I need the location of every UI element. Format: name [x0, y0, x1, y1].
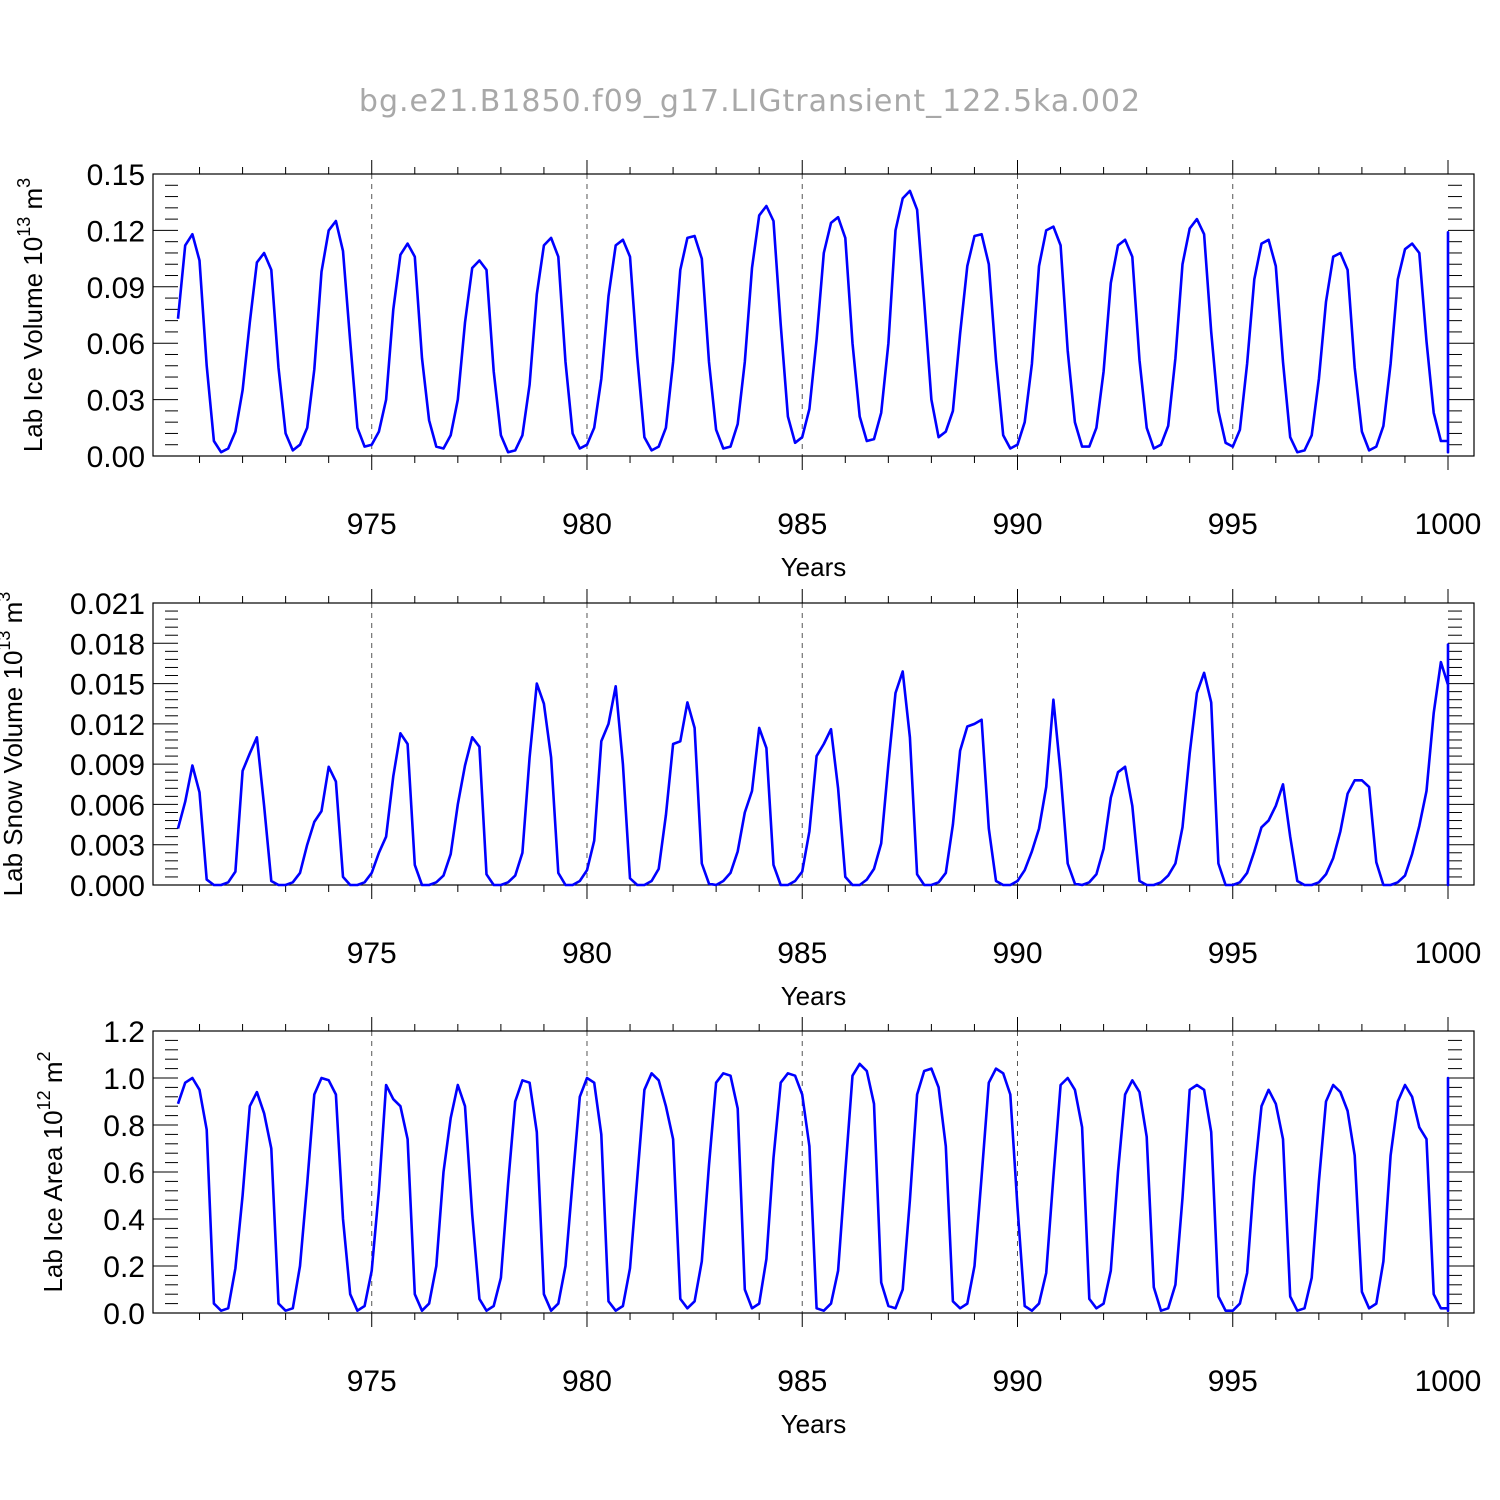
y-tick-label: 1.2: [103, 1016, 145, 1049]
y-tick-label: 0.0: [103, 1298, 145, 1331]
x-tick-label: 990: [992, 1365, 1042, 1398]
y-tick-label: 0.6: [103, 1157, 145, 1190]
x-tick-label: 995: [1208, 1365, 1258, 1398]
chart-panel-1: 0.00 0.03 0.06 0.09 0.12 0.15 975 980 985 990 995 1…: [14, 159, 1481, 582]
x-tick-label: 985: [777, 1365, 827, 1398]
chart-panel-3: 0.0 0.2 0.4 0.6 0.8 1.0 1.2 975 980 985 990 995 1000…: [34, 1016, 1481, 1439]
series-line: [176, 1062, 1450, 1312]
x-axis-label: Years: [781, 1409, 847, 1439]
x-tick-label: 1000: [1415, 508, 1482, 541]
y-axis-label-exponent: 13: [0, 631, 14, 651]
x-axis-label: Years: [781, 981, 847, 1011]
x-tick-label: 995: [1208, 508, 1258, 541]
series-line: [176, 643, 1450, 887]
x-tick-label: 1000: [1415, 1365, 1482, 1398]
y-axis-label-exponent: 12: [34, 1090, 54, 1110]
y-axis-label: Lab Ice Volume 1013 m3: [14, 178, 48, 452]
y-tick-label: 0.015: [70, 669, 145, 702]
x-tick-label: 995: [1208, 937, 1258, 970]
y-tick-label: 0.06: [87, 328, 145, 361]
y-axis-label-unit: m: [38, 1061, 68, 1090]
y-axis-label-exponent: 13: [14, 217, 34, 237]
y-axis-label-unit-exponent: 3: [14, 178, 34, 188]
y-tick-label: 0.003: [70, 830, 145, 863]
plot-frame: [152, 173, 1475, 457]
y-tick-label: 0.009: [70, 749, 145, 782]
y-axis-label: Lab Snow Volume 1013 m3: [0, 592, 28, 897]
x-tick-label: 980: [562, 937, 612, 970]
x-axis-label: Years: [781, 552, 847, 582]
y-tick-label: 0.09: [87, 272, 145, 305]
y-axis-label-text: Lab Snow Volume 10: [0, 651, 28, 897]
y-tick-label: 0.006: [70, 789, 145, 822]
y-tick-label: 0.021: [70, 588, 145, 621]
x-tick-label: 985: [777, 937, 827, 970]
x-tick-label: 985: [777, 508, 827, 541]
x-tick-label: 975: [347, 937, 397, 970]
x-tick-label: 980: [562, 508, 612, 541]
y-tick-label: 0.8: [103, 1110, 145, 1143]
y-axis-label-unit: m: [18, 188, 48, 217]
y-tick-label: 0.000: [70, 870, 145, 903]
y-tick-label: 1.0: [103, 1063, 145, 1096]
y-axis-label-text: Lab Ice Area 10: [38, 1110, 68, 1292]
y-axis-label-unit: m: [0, 602, 28, 631]
x-tick-label: 1000: [1415, 937, 1482, 970]
plot-frame: [152, 602, 1475, 886]
x-tick-label: 980: [562, 1365, 612, 1398]
y-tick-label: 0.012: [70, 709, 145, 742]
x-tick-label: 975: [347, 1365, 397, 1398]
plot-frame: [152, 1030, 1475, 1314]
y-tick-label: 0.12: [87, 215, 145, 248]
figure-title: bg.e21.B1850.f09_g17.LIGtransient_122.5k…: [359, 84, 1141, 119]
y-tick-label: 0.018: [70, 628, 145, 661]
y-tick-label: 0.2: [103, 1251, 145, 1284]
x-tick-label: 990: [992, 508, 1042, 541]
chart-panel-2: 0.000 0.003 0.006 0.009 0.012 0.015 0.018 0.021…: [0, 588, 1481, 1011]
x-tick-label: 990: [992, 937, 1042, 970]
y-tick-label: 0.4: [103, 1204, 145, 1237]
y-axis-label-text: Lab Ice Volume 10: [18, 237, 48, 452]
y-axis-label-unit-exponent: 3: [0, 592, 14, 602]
y-axis-label: Lab Ice Area 1012 m2: [34, 1051, 68, 1292]
series-line: [176, 189, 1450, 454]
x-tick-label: 975: [347, 508, 397, 541]
y-tick-label: 0.00: [87, 441, 145, 474]
y-tick-label: 0.03: [87, 385, 145, 418]
y-tick-label: 0.15: [87, 159, 145, 192]
y-axis-label-unit-exponent: 2: [34, 1051, 54, 1061]
